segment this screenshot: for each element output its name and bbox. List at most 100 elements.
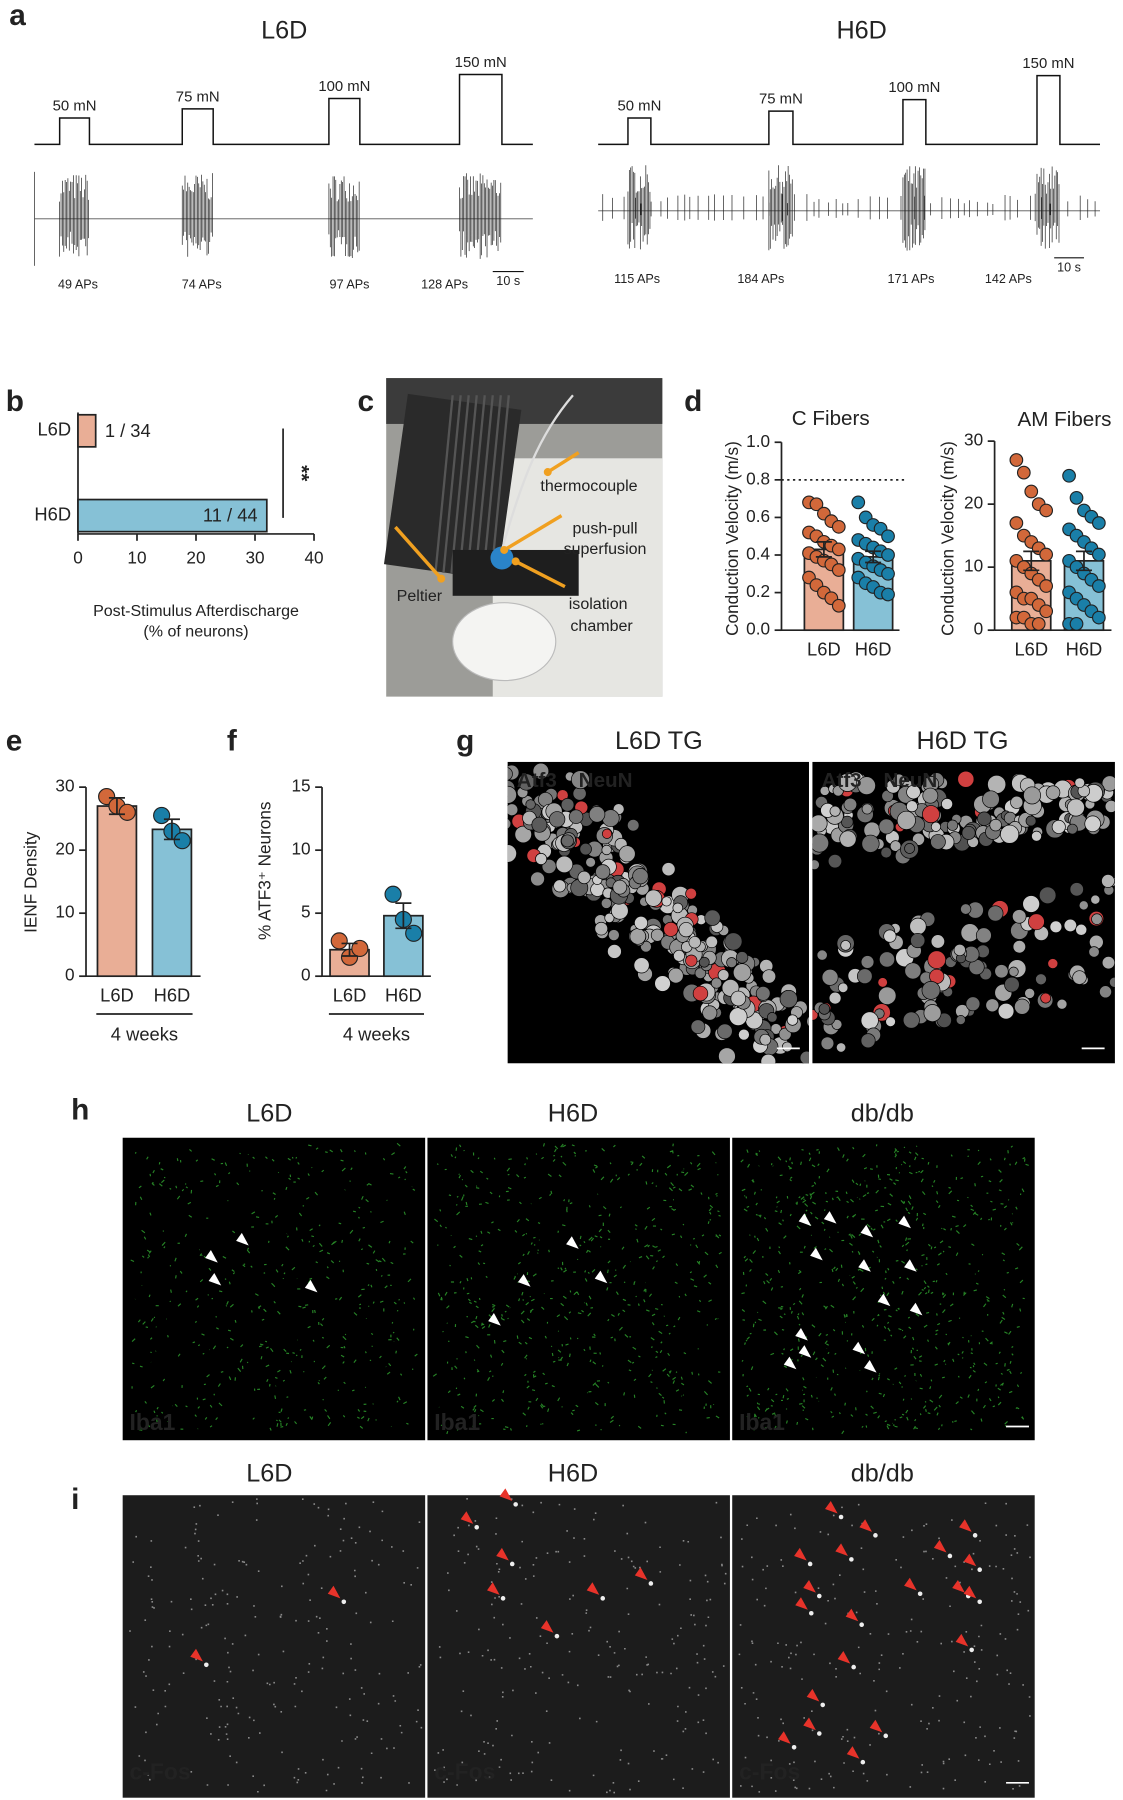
photo-label: Peltier [397, 587, 443, 605]
cell [1045, 785, 1061, 800]
cell [953, 943, 966, 957]
category-label: H6D [34, 503, 71, 524]
data-point [1039, 604, 1054, 619]
cell [885, 1016, 896, 1027]
cell [577, 870, 591, 885]
ap-count: 115 APs [614, 272, 660, 286]
cell [818, 1003, 831, 1015]
cell [975, 927, 992, 944]
cell [861, 834, 880, 853]
y-tick-label: 10 [291, 839, 310, 859]
nucleus [513, 1502, 518, 1507]
cell [1056, 998, 1068, 1010]
cell [607, 944, 622, 959]
cell [1072, 970, 1087, 985]
photo-tube [500, 394, 574, 551]
stimulus-label: 150 mN [455, 55, 507, 71]
cell [507, 767, 513, 781]
data-point [881, 529, 895, 544]
cell [781, 1041, 793, 1053]
data-point [1069, 490, 1084, 505]
arrowhead [845, 1608, 859, 1622]
panel-letter: g [456, 724, 474, 757]
ap-count: 97 APs [330, 278, 370, 292]
y-tick-label: 0.0 [746, 619, 770, 639]
chart-title: C Fibers [792, 407, 870, 430]
photo-arrow [503, 514, 563, 552]
arrowhead [488, 1313, 501, 1326]
stain-label: c-Fos [739, 1759, 800, 1785]
nucleus [204, 1662, 209, 1668]
cell [799, 1050, 809, 1064]
panel-letter: f [227, 724, 237, 757]
cell [922, 787, 939, 804]
background-speckle [738, 1502, 1031, 1793]
data-point [831, 519, 846, 534]
cell [618, 845, 636, 863]
cell [829, 805, 841, 817]
category-label: L6D [1014, 639, 1048, 660]
cell [997, 1002, 1015, 1020]
arrowhead [783, 1356, 797, 1370]
cell [514, 825, 532, 844]
y-axis-label: IENF Density [21, 831, 41, 933]
arrowhead [806, 1688, 820, 1702]
stimulus-trace [34, 73, 533, 146]
arrowhead [540, 1620, 554, 1633]
arrowhead [863, 1360, 877, 1373]
arrowhead [963, 1585, 977, 1599]
arrowhead [778, 1731, 791, 1744]
arrowhead [823, 1211, 837, 1224]
nucleus [838, 1514, 844, 1520]
scale-bar-label: 10 s [496, 274, 520, 288]
data-point [881, 566, 895, 581]
nucleus [600, 1596, 606, 1601]
photo-fin [450, 395, 470, 573]
data-point [831, 542, 846, 557]
cell [600, 897, 612, 909]
y-tick-label: 0.4 [746, 544, 770, 564]
data-point [1039, 547, 1054, 562]
nucleus [807, 1561, 813, 1567]
stimulus-label: 100 mN [888, 80, 940, 96]
arrowhead [909, 1302, 923, 1316]
arrowhead [837, 1651, 851, 1664]
cell [987, 905, 1004, 922]
cell [601, 844, 612, 856]
cell [843, 797, 858, 812]
cell [672, 902, 684, 914]
cell [1109, 976, 1115, 988]
cell [930, 821, 941, 832]
cell [694, 967, 707, 979]
y-tick-label: 20 [964, 493, 983, 513]
y-axis-label: Conduction Velocity (m/s) [722, 441, 742, 636]
cell [786, 1014, 799, 1026]
trace-title: L6D [261, 17, 307, 45]
microglia [740, 1144, 1029, 1435]
cell [1000, 824, 1020, 844]
arrowhead [963, 1553, 977, 1567]
arrowhead [952, 1580, 965, 1593]
significance: ** [290, 465, 313, 481]
cell [960, 903, 972, 915]
y-tick-label: 20 [55, 839, 74, 859]
arrowhead [586, 1582, 600, 1595]
data-point [831, 598, 846, 613]
y-tick-label: 15 [291, 776, 310, 796]
nucleus [817, 1731, 822, 1736]
stain-label: Iba1 [434, 1409, 480, 1435]
photo-label: isolation [569, 595, 628, 613]
ap-count: 49 APs [58, 278, 98, 292]
cell [837, 982, 849, 993]
cell [1038, 886, 1057, 905]
arrowhead [594, 1270, 608, 1284]
cell [650, 928, 664, 942]
stain-label: NeuN [579, 769, 633, 792]
category-label: H6D [1066, 639, 1103, 660]
category-label: H6D [385, 985, 422, 1006]
cell [878, 986, 897, 1005]
image-title: H6D [548, 1099, 598, 1127]
arrowhead [794, 1547, 807, 1561]
cell [1022, 895, 1040, 913]
